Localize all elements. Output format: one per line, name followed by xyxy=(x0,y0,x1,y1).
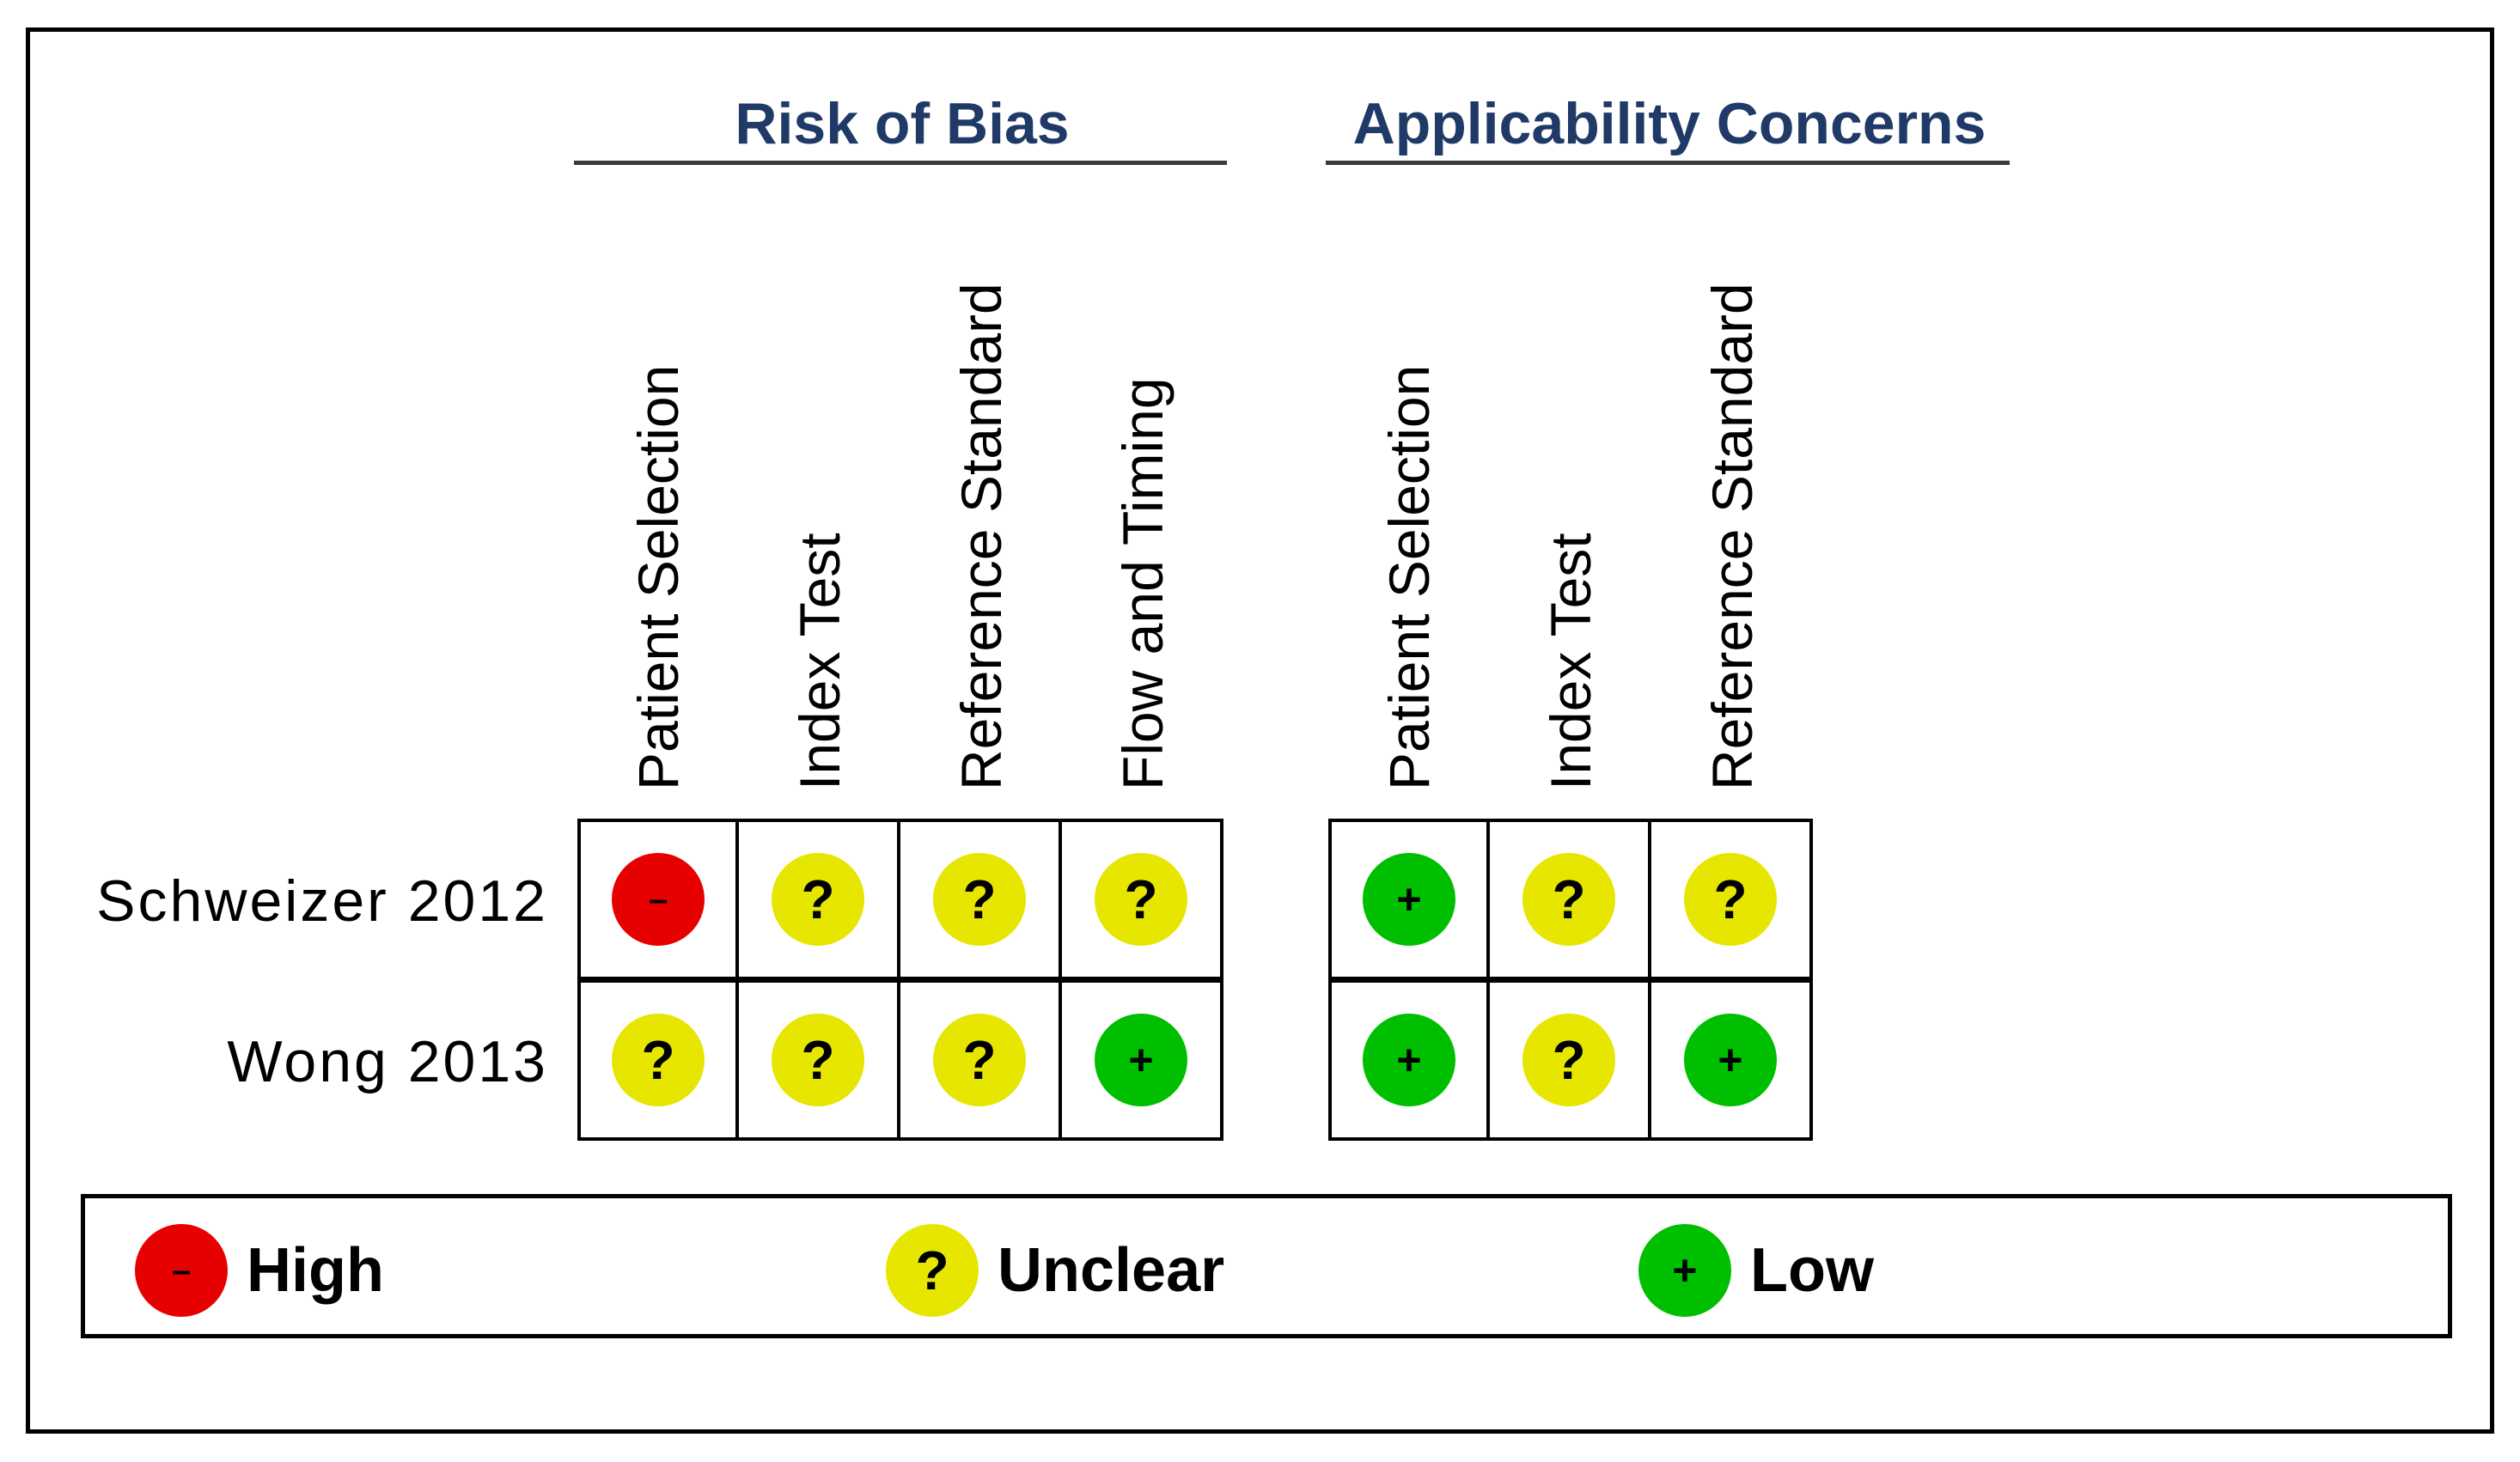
figure-frame xyxy=(26,27,2494,1434)
unclear-risk-icon: ? xyxy=(1522,1014,1615,1106)
unclear-risk-icon: ? xyxy=(1522,853,1615,946)
column-label: Patient Selection xyxy=(626,364,690,790)
column-label: Reference Standard xyxy=(949,283,1013,790)
legend-label: High xyxy=(247,1236,384,1305)
legend-label: Low xyxy=(1750,1236,1874,1305)
column-label: Flow and Timing xyxy=(1111,377,1175,790)
assessment-cell: ? xyxy=(900,819,1062,980)
legend-label: Unclear xyxy=(998,1236,1225,1305)
group-rule-risk-of-bias xyxy=(574,161,1227,165)
assessment-cell: ? xyxy=(1651,819,1813,980)
group-title-risk-of-bias: Risk of Bias xyxy=(735,91,1070,156)
group-title-applicability-concerns: Applicability Concerns xyxy=(1352,91,1986,156)
unclear-risk-icon: ? xyxy=(612,1014,705,1106)
legend-item-high: – High xyxy=(135,1224,384,1317)
study-label: Schweizer 2012 xyxy=(96,868,548,934)
low-risk-icon: + xyxy=(1095,1014,1187,1106)
assessment-cell: ? xyxy=(1490,979,1651,1141)
unclear-risk-icon: ? xyxy=(772,1014,864,1106)
legend-item-unclear: ? Unclear xyxy=(886,1224,1224,1317)
assessment-cell: – xyxy=(577,819,739,980)
assessment-cell: ? xyxy=(1062,819,1223,980)
high-risk-icon: – xyxy=(612,853,705,946)
assessment-cell: ? xyxy=(739,819,900,980)
low-risk-icon: + xyxy=(1363,1014,1455,1106)
unclear-risk-icon: ? xyxy=(1684,853,1777,946)
unclear-risk-icon: ? xyxy=(772,853,864,946)
high-risk-icon: – xyxy=(135,1224,228,1317)
assessment-cell: + xyxy=(1062,979,1223,1141)
unclear-risk-icon: ? xyxy=(886,1224,979,1317)
low-risk-icon: + xyxy=(1684,1014,1777,1106)
assessment-cell: ? xyxy=(900,979,1062,1141)
assessment-cell: ? xyxy=(1490,819,1651,980)
column-label: Index Test xyxy=(788,533,851,790)
column-label: Reference Standard xyxy=(1700,283,1764,790)
legend-item-low: + Low xyxy=(1638,1224,1874,1317)
assessment-cell: ? xyxy=(739,979,900,1141)
unclear-risk-icon: ? xyxy=(933,1014,1026,1106)
assessment-cell: ? xyxy=(577,979,739,1141)
low-risk-icon: + xyxy=(1363,853,1455,946)
column-label: Patient Selection xyxy=(1377,364,1441,790)
unclear-risk-icon: ? xyxy=(933,853,1026,946)
group-rule-applicability-concerns xyxy=(1326,161,2010,165)
legend: – High ? Unclear + Low xyxy=(81,1194,2452,1338)
assessment-cell: + xyxy=(1328,979,1490,1141)
column-label: Index Test xyxy=(1539,533,1602,790)
assessment-cell: + xyxy=(1651,979,1813,1141)
unclear-risk-icon: ? xyxy=(1095,853,1187,946)
low-risk-icon: + xyxy=(1638,1224,1731,1317)
assessment-cell: + xyxy=(1328,819,1490,980)
study-label: Wong 2013 xyxy=(227,1029,548,1094)
